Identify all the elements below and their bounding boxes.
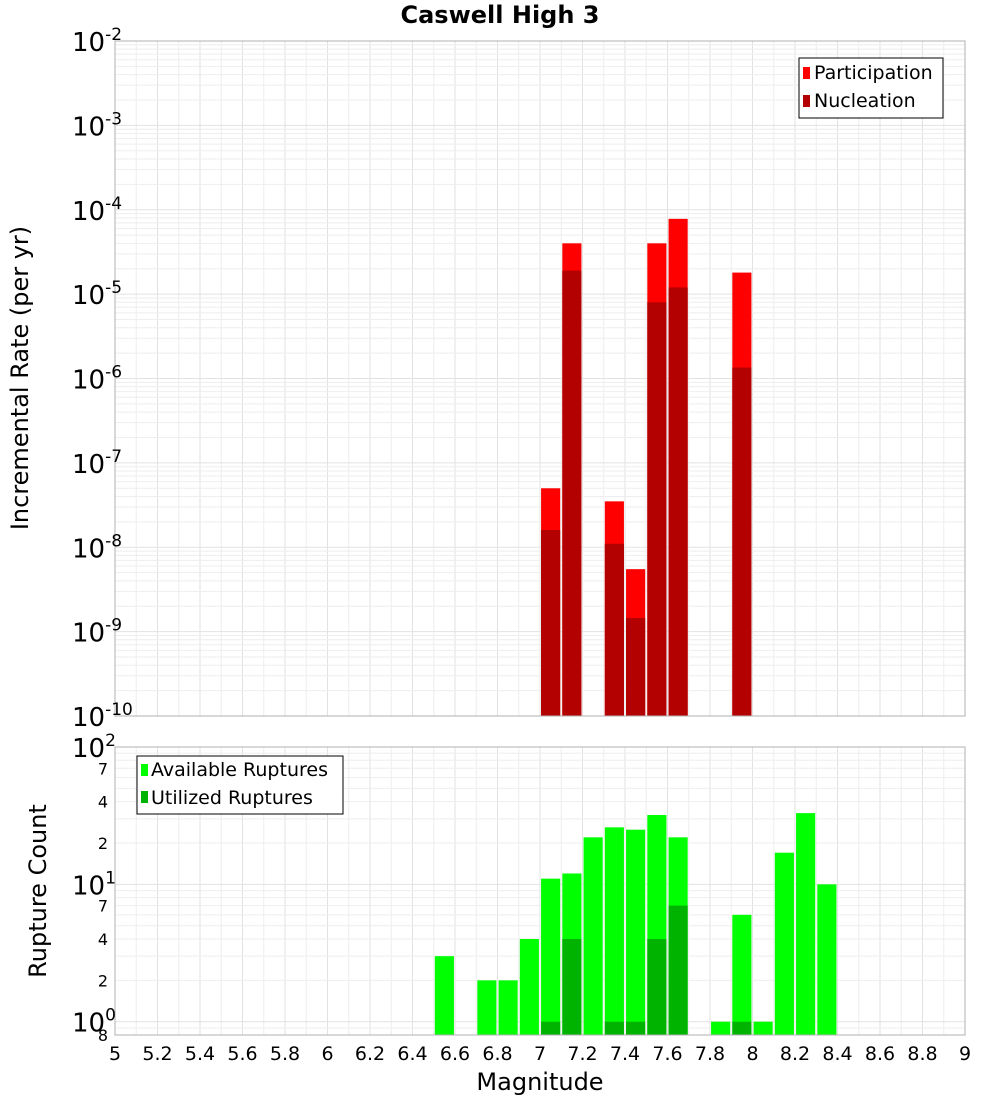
bottom-legend-box — [136, 755, 344, 815]
legend-nucleation: Nucleation — [814, 90, 916, 112]
top-y-axis-label: Incremental Rate (per yr) — [6, 226, 34, 530]
count-bar-b — [732, 1021, 752, 1035]
y-tick-label: 8 — [98, 1026, 108, 1045]
count-bar-b — [647, 939, 667, 1035]
x-tick-label: 8 — [746, 1043, 758, 1065]
x-tick-label: 5 — [109, 1043, 121, 1065]
y-tick-label: 10-6 — [72, 363, 122, 396]
x-tick-label: 6.2 — [355, 1043, 385, 1065]
legend-participation: Participation — [814, 62, 933, 84]
y-tick-label: 102 — [72, 731, 116, 764]
count-bar-a — [498, 980, 518, 1035]
count-bar-a — [774, 852, 794, 1035]
x-tick-label: 8.2 — [780, 1043, 810, 1065]
count-bar-a — [711, 1021, 731, 1035]
x-tick-label: 5.4 — [185, 1043, 215, 1065]
y-tick-label: 10-4 — [72, 194, 122, 227]
x-tick-label: 5.8 — [270, 1043, 300, 1065]
x-tick-label: 5.2 — [142, 1043, 172, 1065]
y-tick-label: 10-3 — [72, 109, 122, 142]
rate-bar-b — [647, 302, 667, 716]
y-tick-label: 10-7 — [72, 447, 122, 480]
bottom-plot-frame — [114, 746, 966, 1036]
y-tick-label: 10-10 — [72, 700, 133, 733]
bottom-plot-bars — [434, 813, 837, 1035]
count-bar-b — [604, 1021, 624, 1035]
y-tick-label: 7 — [98, 759, 108, 778]
bottom-legend: Available Ruptures Utilized Ruptures — [136, 755, 344, 815]
count-bar-a — [796, 813, 816, 1035]
count-bar-a — [626, 829, 646, 1035]
nucleation-swatch — [803, 95, 810, 107]
count-bar-a — [477, 980, 497, 1035]
top-plot-bars — [541, 218, 752, 717]
count-bar-a — [753, 1021, 773, 1035]
available-ruptures-swatch — [141, 764, 148, 776]
count-bar-b — [541, 1021, 561, 1035]
y-tick-label: 10-2 — [72, 25, 122, 58]
count-bar-a — [519, 939, 539, 1035]
rate-bar-b — [626, 618, 646, 716]
y-tick-label: 10-9 — [72, 616, 122, 649]
count-bar-b — [668, 905, 688, 1035]
x-tick-label: 6.8 — [482, 1043, 512, 1065]
x-tick-label: 7.8 — [695, 1043, 725, 1065]
top-legend: Participation Nucleation — [798, 57, 944, 119]
count-bar-b — [626, 1021, 646, 1035]
top-y-tick-labels: 10-10 10-9 10-8 10-7 10-6 10-5 10-4 10-3 10-2 — [72, 25, 133, 733]
y-tick-label: 2 — [98, 834, 108, 853]
count-bar-a — [434, 956, 454, 1035]
x-tick-label: 7.4 — [610, 1043, 640, 1065]
chart-title: Caswell High 3 — [401, 1, 600, 29]
rate-bar-b — [604, 543, 624, 716]
count-bar-a — [604, 827, 624, 1035]
count-bar-a — [732, 914, 752, 1035]
rate-bar-b — [668, 287, 688, 716]
x-tick-label: 8.8 — [907, 1043, 937, 1065]
legend-utilized-ruptures: Utilized Ruptures — [151, 787, 313, 809]
rate-bar-b — [562, 270, 582, 716]
x-tick-label: 7.6 — [652, 1043, 682, 1065]
x-tick-label: 9 — [959, 1043, 971, 1065]
y-tick-label: 4 — [98, 793, 108, 812]
x-tick-label: 8.4 — [822, 1043, 852, 1065]
bottom-y-tick-labels: 8 2 4 7 2 4 7 100 101 102 — [72, 731, 116, 1045]
top-plot-frame — [114, 40, 966, 717]
x-tick-label: 5.6 — [227, 1043, 257, 1065]
y-tick-label: 101 — [72, 868, 116, 901]
rate-bar-b — [732, 367, 752, 716]
bottom-y-axis-label: Rupture Count — [24, 804, 52, 978]
count-bar-a — [541, 878, 561, 1035]
x-tick-label: 6 — [321, 1043, 333, 1065]
y-tick-label: 4 — [98, 930, 108, 949]
legend-available-ruptures: Available Ruptures — [151, 759, 328, 781]
y-tick-label: 10-8 — [72, 531, 122, 564]
x-tick-label: 6.4 — [397, 1043, 427, 1065]
count-bar-a — [817, 884, 837, 1035]
x-tick-label: 7 — [534, 1043, 546, 1065]
x-axis-label: Magnitude — [476, 1068, 603, 1096]
x-tick-label: 8.6 — [865, 1043, 895, 1065]
top-plot-grid — [114, 41, 966, 717]
count-bar-b — [562, 939, 582, 1035]
utilized-ruptures-swatch — [141, 791, 148, 803]
top-legend-box — [798, 57, 944, 119]
x-tick-labels: 5 5.2 5.4 5.6 5.8 6 6.2 6.4 6.6 6.8 7 7.2 7.4 7.6 7.8 8… — [109, 1043, 971, 1065]
count-bar-a — [583, 837, 603, 1035]
x-tick-label: 7.2 — [567, 1043, 597, 1065]
y-tick-label: 2 — [98, 971, 108, 990]
x-tick-label: 6.6 — [440, 1043, 470, 1065]
y-tick-label: 7 — [98, 897, 108, 916]
participation-swatch — [803, 67, 810, 79]
y-tick-label: 10-5 — [72, 278, 122, 311]
rate-bar-b — [541, 530, 561, 716]
y-tick-label: 100 — [72, 1006, 116, 1039]
